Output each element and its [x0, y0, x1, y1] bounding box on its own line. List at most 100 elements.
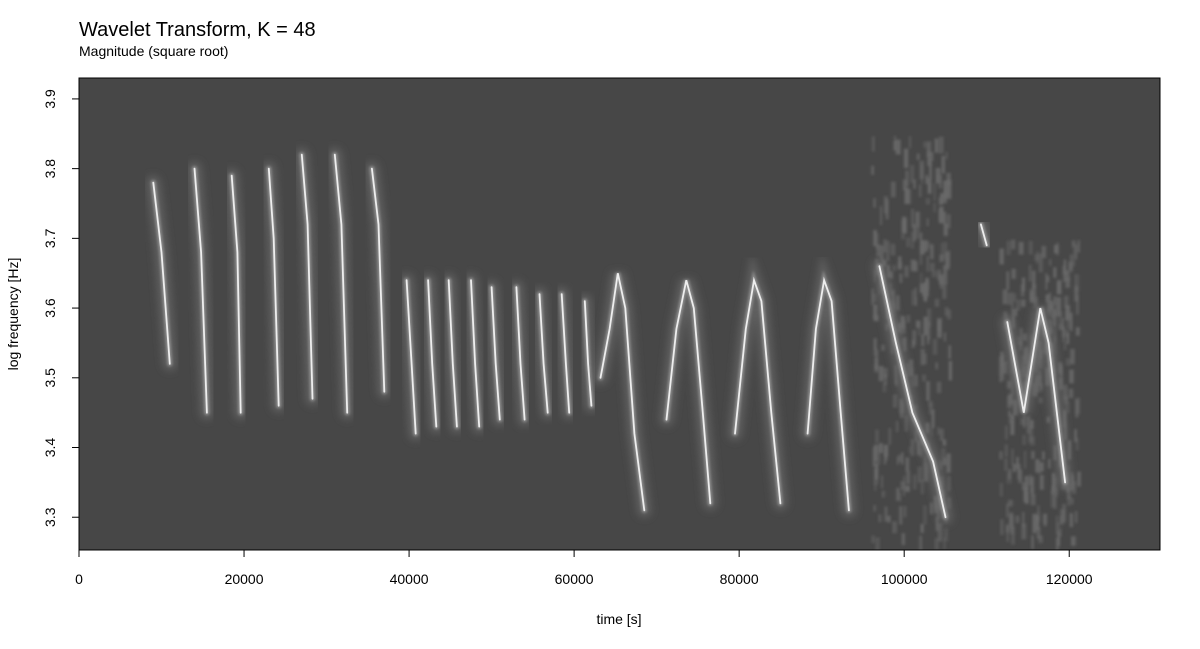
noise-cell [922, 374, 926, 382]
noise-cell [1030, 493, 1036, 506]
y-tick-label: 3.4 [42, 438, 58, 458]
noise-cell [875, 429, 879, 444]
noise-cell [940, 242, 943, 257]
noise-cell [1034, 254, 1039, 261]
noise-cell [943, 528, 949, 542]
noise-cell [1031, 486, 1034, 496]
ridge-line [515, 286, 526, 421]
noise-cell [1006, 271, 1010, 290]
noise-cell [1007, 380, 1012, 389]
noise-cell [1059, 509, 1065, 524]
noise-cell [898, 398, 902, 414]
noise-cell [915, 211, 920, 228]
noise-cell [926, 218, 929, 226]
y-tick-label: 3.6 [42, 298, 58, 318]
noise-cell [873, 304, 878, 320]
noise-cell [945, 152, 948, 160]
noise-cell [947, 179, 952, 199]
noise-cell [1075, 327, 1080, 336]
ridge-line [405, 279, 417, 435]
ridge-line [1006, 307, 1066, 484]
noise-cell [906, 315, 911, 323]
noise-cell [908, 446, 912, 454]
noise-cell [1039, 475, 1044, 490]
noise-cell [1021, 482, 1027, 491]
noise-cell [948, 361, 953, 381]
noise-cell [1075, 399, 1079, 418]
noise-cell [930, 244, 934, 260]
noise-cell [1055, 515, 1059, 535]
noise-cell [1059, 365, 1063, 384]
noise-cell [1006, 503, 1009, 518]
noise-cell [1042, 451, 1045, 460]
noise-cell [1024, 485, 1028, 498]
noise-cell [1039, 350, 1043, 359]
noise-cell [1069, 369, 1074, 384]
noise-cell [900, 481, 905, 491]
noise-cell [938, 197, 943, 205]
noise-cell [899, 273, 903, 283]
noise-cell [1065, 277, 1071, 288]
noise-cell [1058, 377, 1063, 390]
noise-cell [934, 538, 939, 550]
noise-cell [947, 309, 952, 320]
noise-cell [945, 252, 950, 270]
ridge-line [300, 153, 314, 400]
noise-cell [1056, 283, 1060, 295]
noise-cell [929, 159, 932, 179]
noise-cell [920, 240, 925, 255]
chart-title: Wavelet Transform, K = 48 [79, 19, 316, 41]
noise-cell [1015, 515, 1020, 523]
noise-cell [1067, 440, 1072, 460]
noise-cell [881, 490, 886, 498]
noise-cell [1010, 292, 1015, 311]
noise-cell [923, 316, 929, 336]
noise-cell [1028, 264, 1032, 282]
noise-cell [1055, 296, 1059, 317]
noise-cell [893, 135, 897, 144]
noise-cell [923, 141, 927, 148]
chart-subtitle: Magnitude (square root) [79, 43, 228, 59]
noise-cell [878, 365, 884, 382]
noise-cell [1067, 495, 1072, 506]
noise-cell [1059, 528, 1062, 537]
noise-cell [916, 153, 920, 160]
noise-cell [1056, 242, 1059, 256]
noise-cell [903, 506, 907, 518]
noise-cell [939, 209, 942, 224]
noise-cell [1024, 451, 1027, 469]
noise-cell [1030, 419, 1034, 429]
noise-cell [932, 339, 938, 355]
x-axis-label: time [s] [596, 611, 641, 627]
x-tick-label: 60000 [555, 571, 594, 587]
noise-cell [1020, 299, 1026, 307]
noise-cell [1006, 526, 1009, 542]
noise-cell [1074, 244, 1078, 260]
noise-cell [905, 170, 909, 187]
noise-cell [1053, 267, 1057, 278]
noise-cell [1037, 505, 1040, 514]
noise-cell [929, 502, 933, 515]
noise-cell [911, 209, 914, 228]
noise-cell [1028, 474, 1033, 486]
noise-cell [1052, 309, 1057, 327]
noise-cell [1031, 535, 1034, 549]
noise-cell [1034, 379, 1038, 397]
noise-cell [1069, 513, 1074, 528]
noise-cell [1023, 349, 1026, 362]
x-tick-label: 20000 [225, 571, 264, 587]
noise-cell [943, 265, 948, 285]
noise-cell [1047, 459, 1051, 469]
noise-cell [891, 181, 896, 198]
noise-cell [999, 483, 1003, 497]
noise-cell [1066, 333, 1070, 345]
ridge-line [267, 167, 280, 407]
noise-cell [879, 245, 884, 261]
x-tick-label: 40000 [390, 571, 429, 587]
noise-cell [946, 453, 951, 473]
noise-cell [875, 233, 879, 249]
noise-cell [874, 444, 878, 461]
noise-cell [927, 336, 930, 345]
noise-cell [911, 367, 914, 387]
ridge-line [470, 279, 481, 428]
